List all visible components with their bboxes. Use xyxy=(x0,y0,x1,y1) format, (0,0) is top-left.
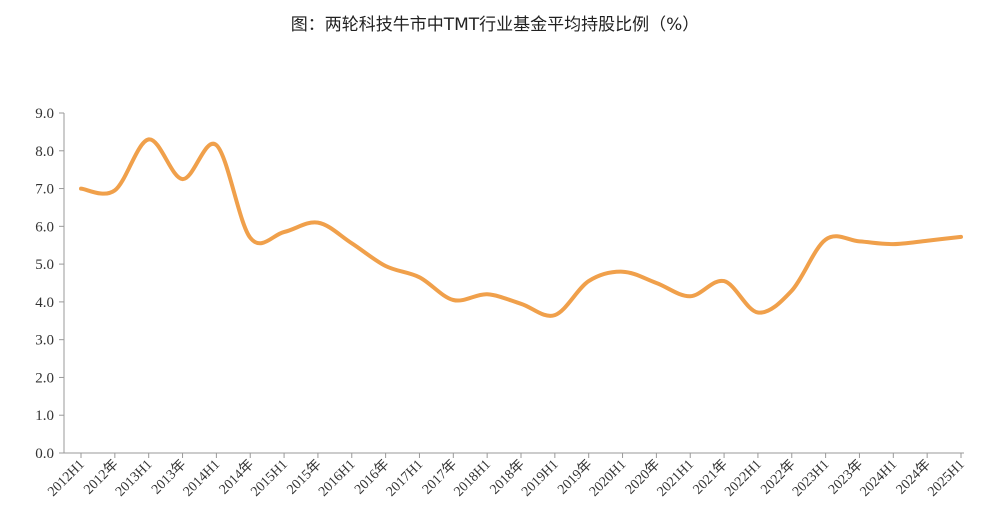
x-tick-label: 2018H1 xyxy=(451,457,494,500)
x-tick-label: 2015H1 xyxy=(248,457,291,500)
data-point xyxy=(248,236,252,240)
data-point xyxy=(384,264,388,268)
x-tick-label: 2013H1 xyxy=(113,457,156,500)
x-tick-label: 2012H1 xyxy=(45,457,88,500)
data-point xyxy=(485,292,489,296)
data-point xyxy=(147,137,151,141)
y-tick-label: 2.0 xyxy=(35,370,54,386)
data-point xyxy=(790,289,794,293)
data-point xyxy=(113,188,117,192)
y-tick-label: 5.0 xyxy=(35,257,54,273)
data-point xyxy=(857,239,861,243)
x-tick-label: 2017H1 xyxy=(384,457,427,500)
y-tick-label: 9.0 xyxy=(35,106,54,122)
data-point xyxy=(688,294,692,298)
data-point xyxy=(451,298,455,302)
y-tick-label: 7.0 xyxy=(35,182,54,198)
x-tick-label: 2020H1 xyxy=(587,457,630,500)
y-tick-label: 4.0 xyxy=(35,295,54,311)
y-tick-label: 1.0 xyxy=(35,408,54,424)
data-point xyxy=(79,187,83,191)
x-tick-label: 2023H1 xyxy=(790,457,833,500)
data-point xyxy=(214,143,218,147)
x-tick-label: 2025H1 xyxy=(925,457,968,500)
data-point xyxy=(722,279,726,283)
x-tick-label: 2016H1 xyxy=(316,457,359,500)
data-point xyxy=(959,235,963,239)
y-tick-label: 6.0 xyxy=(35,219,54,235)
data-point xyxy=(553,313,557,317)
x-tick-label: 2019H1 xyxy=(519,457,562,500)
data-point xyxy=(587,279,591,283)
data-point xyxy=(316,221,320,225)
x-tick-label: 2014H1 xyxy=(181,457,224,500)
y-tick-label: 0.0 xyxy=(35,446,54,462)
data-point xyxy=(282,230,286,234)
y-tick-label: 8.0 xyxy=(35,144,54,160)
data-point xyxy=(417,275,421,279)
y-tick-label: 3.0 xyxy=(35,333,54,349)
data-point xyxy=(621,270,625,274)
x-tick-label: 2021H1 xyxy=(655,457,698,500)
data-point xyxy=(181,177,185,181)
y-axis: 0.0 1.0 2.0 3.0 4.0 5.0 6.0 7.0 8.0 9.0 xyxy=(35,106,65,462)
series-line xyxy=(79,137,963,318)
data-point xyxy=(891,242,895,246)
series-layer xyxy=(79,137,963,318)
x-axis: 2012H12012年2013H12013年2014H12014年2015H12… xyxy=(45,452,968,500)
data-point xyxy=(824,238,828,242)
data-point xyxy=(925,239,929,243)
data-point xyxy=(654,281,658,285)
x-tick-label: 2024H1 xyxy=(858,457,901,500)
data-point xyxy=(350,241,354,245)
data-point xyxy=(519,302,523,306)
chart-title: 图：两轮科技牛市中TMT行业基金平均持股比例（%） xyxy=(290,15,700,35)
data-point xyxy=(756,310,760,314)
x-tick-label: 2022H1 xyxy=(722,457,765,500)
